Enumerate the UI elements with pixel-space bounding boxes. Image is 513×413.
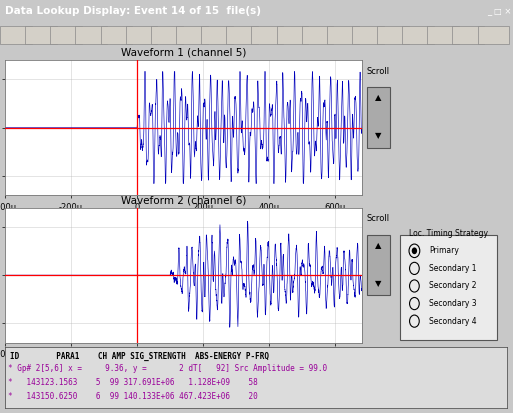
FancyBboxPatch shape [478,26,509,44]
Title: Waveform 2 (channel 6): Waveform 2 (channel 6) [121,195,246,205]
FancyBboxPatch shape [226,26,258,44]
FancyBboxPatch shape [377,26,409,44]
Text: Data Lookup Display: Event 14 of 15  file(s): Data Lookup Display: Event 14 of 15 file… [5,6,261,17]
Text: Scroll: Scroll [367,214,390,223]
Text: ▼: ▼ [375,279,382,288]
FancyBboxPatch shape [402,26,434,44]
FancyBboxPatch shape [75,26,107,44]
Text: *   143123.1563    5  99 317.691E+06   1.128E+09    58: * 143123.1563 5 99 317.691E+06 1.128E+09… [8,378,258,387]
Text: ▼: ▼ [375,131,382,140]
Text: Loc. Timing Strategy: Loc. Timing Strategy [409,229,488,238]
FancyBboxPatch shape [176,26,208,44]
FancyBboxPatch shape [367,235,390,295]
FancyBboxPatch shape [427,26,459,44]
Text: Secondary 1: Secondary 1 [429,264,477,273]
Text: Secondary 2: Secondary 2 [429,282,477,290]
FancyBboxPatch shape [352,26,384,44]
Text: * Gp# 2[5,6] x =     9.36, y =       2 dT[   92] Src Amplitude = 99.0: * Gp# 2[5,6] x = 9.36, y = 2 dT[ 92] Src… [8,364,327,373]
FancyBboxPatch shape [126,26,157,44]
FancyBboxPatch shape [302,26,333,44]
FancyBboxPatch shape [251,26,283,44]
FancyBboxPatch shape [25,26,57,44]
FancyBboxPatch shape [0,26,32,44]
Text: ▲: ▲ [375,241,382,250]
FancyBboxPatch shape [5,347,508,409]
Text: ID        PARA1    CH AMP SIG_STRENGTH  ABS-ENERGY P-FRQ: ID PARA1 CH AMP SIG_STRENGTH ABS-ENERGY … [10,352,269,361]
FancyBboxPatch shape [452,26,484,44]
Text: Secondary 3: Secondary 3 [429,299,477,308]
Text: ▲: ▲ [375,93,382,102]
FancyBboxPatch shape [277,26,308,44]
Title: Waveform 1 (channel 5): Waveform 1 (channel 5) [121,48,246,58]
FancyBboxPatch shape [400,235,497,340]
Text: Scroll: Scroll [367,66,390,76]
Text: _ □ ×: _ □ × [487,7,512,16]
Text: Secondary 4: Secondary 4 [429,317,477,325]
FancyBboxPatch shape [101,26,132,44]
Text: *   143150.6250    6  99 140.133E+06 467.423E+06    20: * 143150.6250 6 99 140.133E+06 467.423E+… [8,392,258,401]
FancyBboxPatch shape [367,87,390,148]
FancyBboxPatch shape [327,26,359,44]
FancyBboxPatch shape [50,26,82,44]
FancyBboxPatch shape [151,26,183,44]
FancyBboxPatch shape [201,26,233,44]
Circle shape [412,247,417,254]
Text: Primary: Primary [429,246,459,255]
